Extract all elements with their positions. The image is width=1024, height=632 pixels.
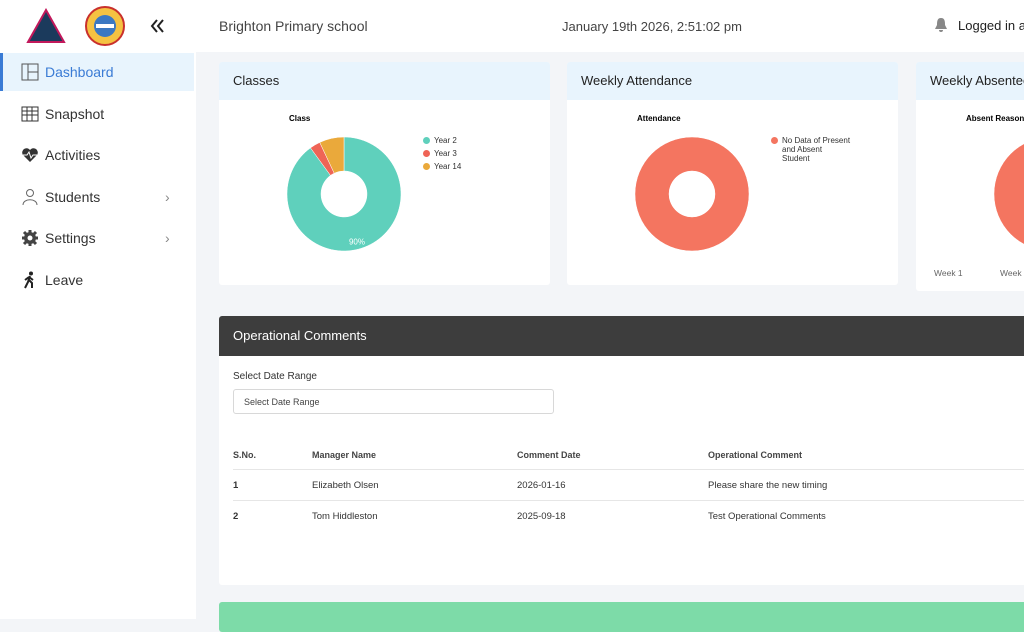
chart-title: Class: [289, 114, 311, 123]
chart: Attendance: [634, 114, 750, 252]
legend-item: Year 3: [423, 149, 513, 158]
table-cell: Elizabeth Olsen: [312, 480, 379, 491]
table-cell: Tom Hiddleston: [312, 511, 378, 522]
school-name: Brighton Primary school: [219, 18, 368, 34]
nav-icon: [22, 230, 38, 247]
column-header: Manager Name: [312, 450, 377, 460]
chevron: ›: [165, 188, 170, 205]
nav-item[interactable]: Leave: [0, 261, 194, 299]
row-divider: [233, 469, 1024, 470]
legend-swatch: [771, 137, 778, 144]
chart-card: Weekly Attendance Attendance No Data of Pr…: [567, 62, 898, 285]
table-cell: 2: [233, 511, 239, 522]
legend-item: Year 2: [423, 136, 513, 145]
table-cell: 1: [233, 480, 239, 491]
legend-label: Year 3: [434, 149, 457, 158]
x-tick-label: Week 1: [934, 268, 963, 278]
bell-icon[interactable]: [934, 17, 948, 33]
chevron: ›: [165, 230, 170, 247]
nav-label: Dashboard: [45, 64, 114, 80]
user-status: Logged in as: [958, 18, 1024, 33]
legend-item: Year 14: [423, 162, 513, 171]
legend-label: No Data of Present and Absent Student: [782, 136, 851, 163]
chart: Class 90%: [286, 114, 402, 252]
chart: Absent Reason Week 1 Week: [934, 114, 1024, 278]
logo: [26, 8, 66, 43]
field-label: Select Date Range: [233, 371, 317, 382]
x-tick-label: Week: [1000, 268, 1022, 278]
date-time: January 19th 2026, 2:51:02 pm: [562, 19, 742, 34]
nav-icon: [22, 188, 38, 205]
nav-icon: [21, 106, 39, 122]
table-cell: Test Operational Comments: [708, 511, 826, 522]
legend-label: Year 14: [434, 162, 462, 171]
legend-swatch: [423, 163, 430, 170]
chart-title: Absent Reason: [966, 114, 1024, 123]
sidebar: Dashboard Snapshot Activities Students › Sett…: [0, 0, 196, 619]
nav-label: Students: [45, 188, 101, 205]
table-cell: 2026-01-16: [517, 480, 566, 491]
card-title: Weekly Absentee: [916, 62, 1024, 100]
nav-item[interactable]: Snapshot: [0, 95, 194, 133]
slice-label: 90%: [349, 238, 365, 247]
top-bar: Brighton Primary school January 19th 202…: [196, 0, 1024, 52]
school-emblem: [85, 6, 125, 46]
comments-card: Operational Comments Select Date Range S…: [219, 316, 1024, 585]
chart-card: Weekly Absentee Absent Reason Week 1 Week: [916, 62, 1024, 291]
legend-swatch: [423, 150, 430, 157]
row-divider: [233, 500, 1024, 501]
legend-swatch: [423, 137, 430, 144]
legend-label: Year 2: [434, 136, 457, 145]
pie-slice: [319, 136, 345, 174]
nav-icon: [22, 148, 38, 163]
nav-icon: [21, 63, 39, 81]
card-title: Weekly Attendance: [567, 62, 898, 100]
chart-card: Classes Class 90% Year 2 Year 3 Year 14: [219, 62, 550, 285]
nav-item[interactable]: Activities: [0, 136, 194, 174]
nav-label: Activities: [45, 147, 101, 164]
nav-label: Snapshot: [45, 105, 105, 122]
nav-item[interactable]: Settings ›: [0, 219, 194, 257]
column-header: S.No.: [233, 450, 257, 460]
chart-body: Class 90% Year 2 Year 3 Year 14: [219, 100, 550, 285]
table-cell: Please share the new timing: [708, 480, 828, 491]
nav-icon: [24, 271, 34, 289]
column-header: Operational Comment: [708, 450, 803, 460]
table-cell: 2025-09-18: [517, 511, 566, 522]
date-range-input[interactable]: Select Date Range: [233, 389, 554, 414]
card-title: Classes: [219, 62, 550, 100]
chart-body: Absent Reason Week 1 Week: [916, 100, 1024, 285]
nav-label: Settings: [45, 230, 96, 247]
next-card: [219, 602, 1024, 632]
chart-title: Attendance: [637, 114, 681, 123]
nav-label: Leave: [45, 272, 84, 288]
chart-body: Attendance No Data of Present and Absent …: [567, 100, 898, 285]
legend-item: No Data of Present and Absent Student: [771, 136, 851, 163]
nav-item[interactable]: Dashboard: [0, 53, 194, 91]
pie-slice: [286, 136, 402, 252]
nav-item[interactable]: Students ›: [0, 178, 194, 216]
pie-slice: [993, 143, 1024, 245]
collapse-button[interactable]: [149, 18, 165, 34]
pie-slice: [634, 136, 750, 252]
card-title: Operational Comments: [219, 316, 1024, 356]
column-header: Comment Date: [517, 450, 581, 460]
